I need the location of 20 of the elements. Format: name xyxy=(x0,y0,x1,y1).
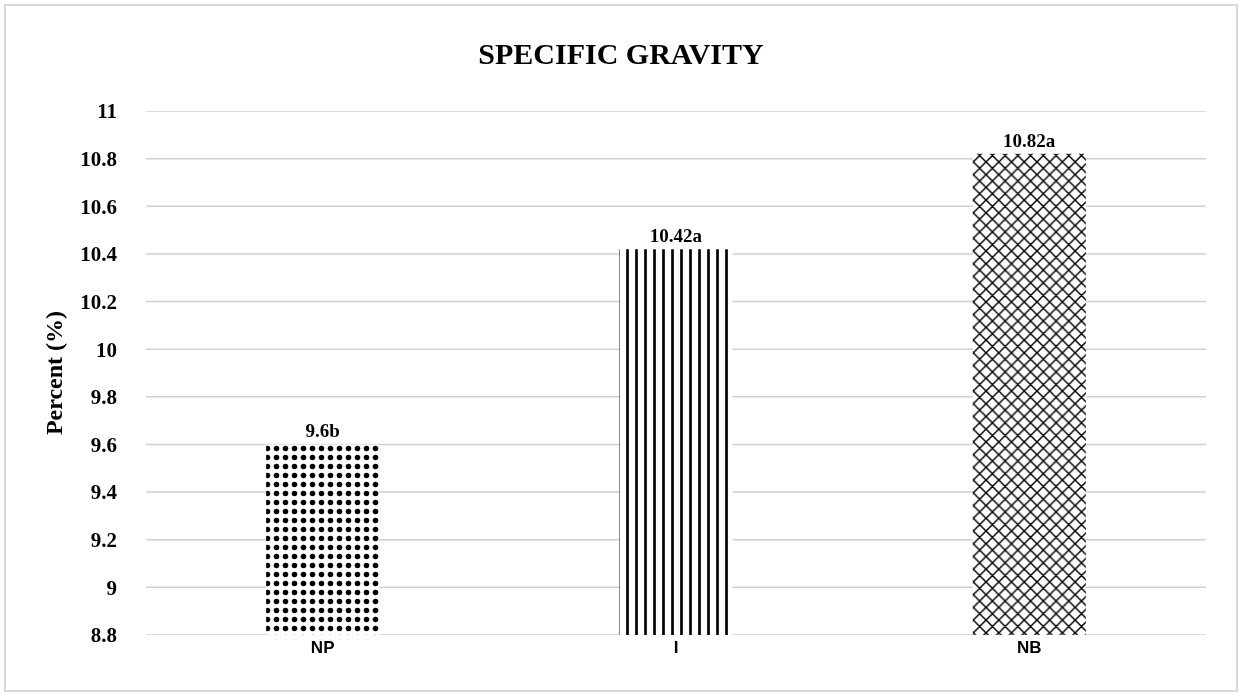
y-axis-title: Percent (%) xyxy=(41,310,68,436)
y-tick-label: 10.2 xyxy=(80,289,117,314)
x-tick-label: NP xyxy=(310,638,335,657)
data-label: 10.42a xyxy=(649,225,703,247)
x-tick-label: NB xyxy=(1017,638,1042,657)
y-tick-label: 8.8 xyxy=(90,623,117,648)
y-tick-label: 10.6 xyxy=(80,194,117,219)
y-tick-label: 10.8 xyxy=(80,146,117,171)
x-tick-label: I xyxy=(673,638,679,657)
y-tick-label: 9.4 xyxy=(90,480,118,505)
data-label: 10.82a xyxy=(1002,129,1056,151)
y-tick-label: 9.2 xyxy=(90,528,117,553)
y-tick-label: 11 xyxy=(97,99,117,124)
y-tick-label: 10.4 xyxy=(80,242,118,267)
data-label: 9.6b xyxy=(305,420,340,442)
y-tick-label: 9.6 xyxy=(90,432,117,457)
y-tick-label: 10 xyxy=(96,337,117,362)
y-tick-label: 9 xyxy=(106,575,117,600)
y-tick-label: 9.8 xyxy=(90,385,117,410)
chart-title: SPECIFIC GRAVITY xyxy=(478,37,764,71)
